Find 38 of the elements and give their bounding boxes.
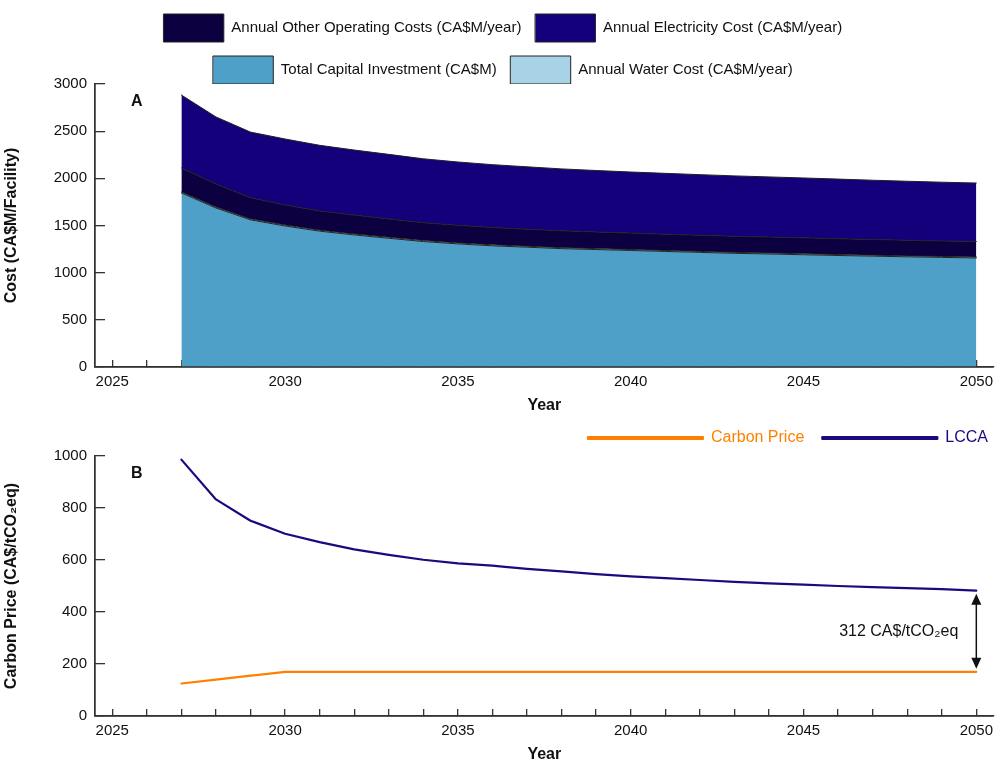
- x-tick-label: 2025: [95, 372, 129, 390]
- x-axis-title: Year: [527, 744, 562, 762]
- text: LCCA: [945, 428, 989, 446]
- y-tick-label: 800: [61, 498, 87, 516]
- x-tick-label: 2045: [786, 721, 821, 739]
- y-axis-title: Carbon Price (CA$/tCO₂eq): [2, 482, 20, 690]
- y-tick-label: 1000: [53, 262, 87, 280]
- y-tick-label: 400: [61, 602, 87, 620]
- y-tick-label: 600: [61, 550, 87, 568]
- y-tick-label: 0: [78, 706, 87, 724]
- annotation: A: [131, 92, 143, 110]
- y-tick-label: 2000: [53, 168, 87, 186]
- x-axis-title: Year: [527, 395, 562, 413]
- text: Carbon Price: [710, 428, 805, 446]
- y-tick-label: 200: [61, 654, 87, 672]
- x-tick-label: 2045: [786, 372, 821, 390]
- x-tick-label: 2025: [95, 721, 129, 739]
- x-tick-label: 2040: [614, 372, 648, 390]
- x-tick-label: 2035: [441, 721, 475, 739]
- x-tick-label: 2035: [441, 372, 475, 390]
- annotation: 312 CA$/tCO₂eq: [839, 621, 959, 639]
- x-tick-label: 2030: [268, 372, 302, 390]
- x-tick-label: 2050: [959, 372, 993, 390]
- y-axis-title: Cost (CA$M/Facility): [2, 147, 20, 304]
- legend-label: Annual Water Cost (CA$M/year): [578, 60, 793, 78]
- y-tick-label: 3000: [53, 74, 87, 92]
- x-tick-label: 2040: [614, 721, 648, 739]
- legend-label: Annual Electricity Cost (CA$M/year): [602, 18, 843, 36]
- legend-label: Total Capital Investment (CA$M): [280, 60, 497, 78]
- y-tick-label: 2500: [53, 121, 87, 139]
- x-tick-label: 2050: [959, 721, 993, 739]
- y-tick-label: 500: [61, 309, 87, 327]
- x-tick-label: 2030: [268, 721, 302, 739]
- y-tick-label: 1000: [53, 446, 87, 464]
- legend-label: Annual Other Operating Costs (CA$M/year): [231, 18, 522, 36]
- annotation: B: [131, 464, 143, 482]
- y-tick-label: 0: [78, 357, 87, 375]
- y-tick-label: 1500: [53, 215, 87, 233]
